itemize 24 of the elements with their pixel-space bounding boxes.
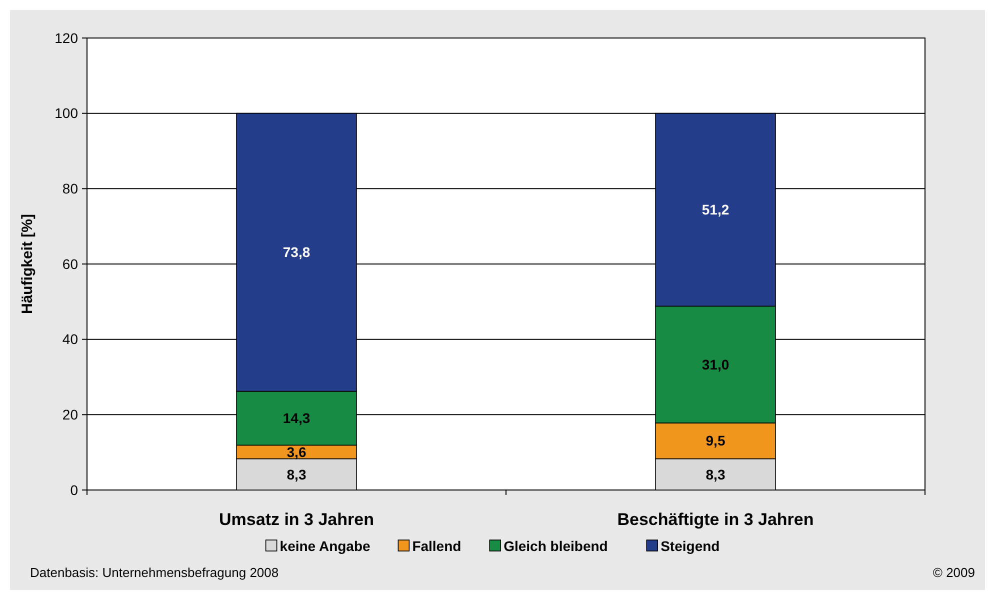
data-label: 9,5 xyxy=(706,432,726,449)
data-label: 14,3 xyxy=(282,410,310,426)
legend-label: keine Angabe xyxy=(280,538,371,554)
data-label: 31,0 xyxy=(702,356,730,372)
y-tick-label: 0 xyxy=(70,482,78,498)
text: © 2009 xyxy=(932,565,975,580)
y-tick-label: 120 xyxy=(54,30,78,46)
y-axis-title: Häufigkeit [%] xyxy=(19,214,36,314)
x-tick-label: Beschäftigte in 3 Jahren xyxy=(617,510,814,529)
data-label: 73,8 xyxy=(282,244,310,260)
legend-label: Fallend xyxy=(412,538,462,554)
y-tick-label: 40 xyxy=(62,331,78,348)
data-label: 51,2 xyxy=(702,202,730,218)
text: Datenbasis: Unternehmensbefragung 2008 xyxy=(30,565,279,580)
data-label: 8,3 xyxy=(286,466,306,482)
y-tick-label: 100 xyxy=(54,105,78,122)
data-label: 8,3 xyxy=(706,466,726,482)
data-label: 3,6 xyxy=(286,444,306,460)
legend-label: Steigend xyxy=(660,538,720,554)
x-tick-label: Umsatz in 3 Jahren xyxy=(219,510,374,529)
y-tick-label: 80 xyxy=(62,180,78,197)
y-tick-label: 60 xyxy=(62,256,78,272)
legend-label: Gleich bleibend xyxy=(504,538,608,554)
y-tick-label: 20 xyxy=(62,406,78,423)
